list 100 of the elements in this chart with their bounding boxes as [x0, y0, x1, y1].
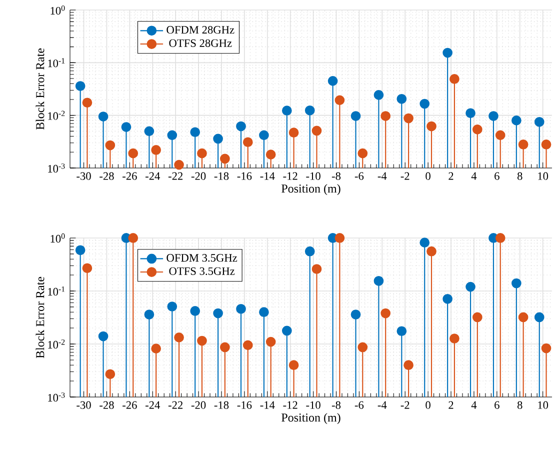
- x-tick-label: -4: [378, 172, 387, 180]
- x-tick-label: 4: [471, 401, 477, 409]
- point: [304, 246, 315, 256]
- point: [98, 112, 108, 122]
- point: [450, 74, 460, 84]
- point: [220, 342, 230, 352]
- x-tick-label: -6: [354, 401, 364, 409]
- x-tick-label: -22: [168, 172, 183, 180]
- point: [511, 278, 522, 288]
- x-tick-label: -2: [400, 401, 410, 409]
- point: [358, 342, 368, 352]
- x-tick-label: -8: [332, 401, 341, 409]
- x-tick-label: -24: [146, 172, 160, 180]
- point: [128, 148, 138, 158]
- point: [266, 336, 276, 347]
- point: [334, 233, 345, 243]
- point: [151, 344, 162, 354]
- x-tick-label: -20: [191, 172, 206, 180]
- point: [220, 154, 230, 164]
- x-tick-label: -16: [237, 172, 252, 180]
- x-tick-label: -12: [283, 172, 298, 180]
- point: [518, 140, 528, 150]
- point: [374, 90, 384, 100]
- point: [334, 95, 345, 106]
- point: [174, 160, 184, 170]
- point: [312, 264, 322, 274]
- x-tick-label: 10: [538, 172, 548, 180]
- point: [350, 310, 361, 320]
- point: [495, 130, 506, 140]
- point: [466, 108, 476, 118]
- point: [242, 340, 253, 350]
- point: [128, 233, 138, 243]
- x-axis-title: Position (m): [282, 184, 340, 196]
- point: [380, 308, 391, 318]
- point: [213, 308, 223, 318]
- x-tick-label: -20: [191, 401, 206, 409]
- point: [167, 302, 178, 312]
- point: [213, 134, 223, 144]
- x-tick-label: -26: [122, 172, 137, 180]
- x-tick-label: 4: [471, 172, 477, 180]
- y-tick-label: 10$^{-2}$: [48, 339, 65, 349]
- x-tick-label: 2: [448, 172, 454, 180]
- x-tick-label: -24: [146, 401, 160, 409]
- x-tick-label: -18: [214, 401, 229, 409]
- point: [404, 360, 414, 370]
- point: [511, 116, 522, 126]
- x-tick-label: -6: [354, 172, 364, 180]
- point: [328, 76, 338, 86]
- point: [259, 307, 269, 318]
- x-tick-label: -28: [100, 401, 114, 409]
- point: [442, 48, 452, 58]
- x-tick-label: -16: [237, 401, 252, 409]
- y-tick-label: 10$^{0}$: [50, 233, 65, 243]
- point: [396, 326, 407, 336]
- legend-label: OFDM 28GHz: [166, 26, 234, 34]
- x-tick-label: -26: [122, 401, 137, 409]
- x-tick-label: -14: [260, 172, 275, 180]
- point: [197, 336, 207, 346]
- point: [282, 106, 292, 116]
- y-tick-label: 10$^{0}$: [50, 5, 65, 15]
- x-tick-label: -10: [306, 401, 320, 409]
- point: [518, 312, 528, 322]
- point: [404, 113, 414, 124]
- point: [266, 150, 276, 160]
- point: [450, 334, 460, 344]
- point: [304, 105, 315, 116]
- point: [144, 310, 154, 320]
- point: [472, 124, 482, 134]
- point: [105, 140, 116, 150]
- point: [380, 111, 391, 121]
- y-axis-title: Block Error Rate: [36, 276, 44, 358]
- point: [190, 127, 200, 138]
- x-tick-label: -4: [378, 401, 387, 409]
- x-tick-label: -18: [214, 172, 229, 180]
- x-tick-label: 6: [494, 172, 500, 180]
- y-tick-label: 10$^{-2}$: [48, 110, 65, 120]
- point: [288, 128, 299, 138]
- point: [442, 294, 452, 304]
- x-tick-label: 8: [517, 172, 522, 180]
- x-tick-label: -12: [283, 401, 298, 409]
- point: [75, 81, 86, 91]
- point: [259, 130, 269, 140]
- point: [151, 145, 162, 155]
- x-tick-label: 0: [426, 401, 430, 409]
- point: [420, 238, 430, 248]
- point: [312, 126, 322, 136]
- point: [236, 304, 246, 314]
- point: [98, 331, 108, 342]
- y-tick-label: 10$^{-3}$: [48, 163, 65, 173]
- point: [472, 312, 482, 322]
- point: [358, 148, 368, 158]
- point: [167, 130, 178, 140]
- point: [82, 263, 92, 274]
- point: [426, 246, 436, 256]
- point: [82, 98, 92, 108]
- x-tick-label: -28: [100, 172, 114, 180]
- point: [197, 148, 207, 158]
- x-tick-label: -22: [168, 401, 183, 409]
- point: [144, 126, 154, 136]
- point: [288, 360, 299, 370]
